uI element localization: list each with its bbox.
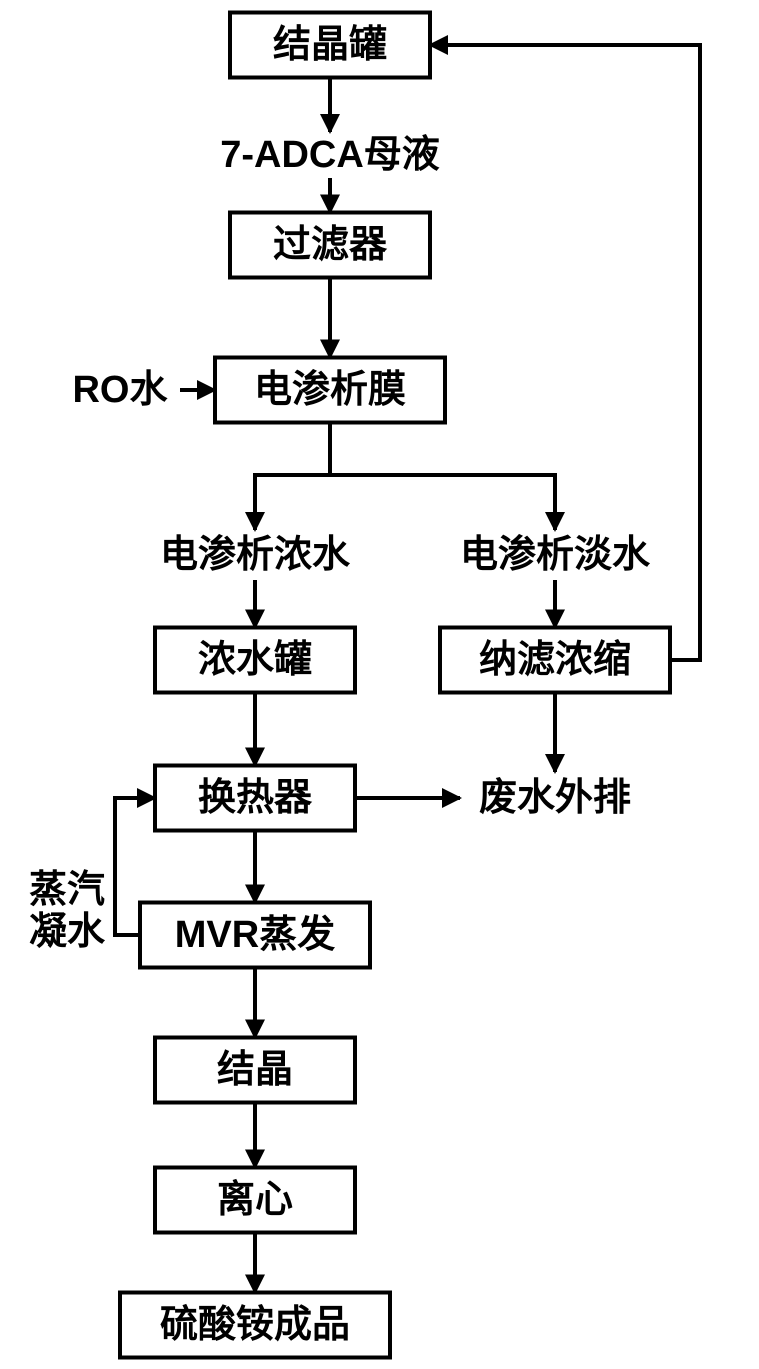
label-t_steam2: 凝水 [29, 911, 106, 953]
label-n_cryst: 结晶 [217, 1049, 293, 1091]
label-n_mvr: MVR蒸发 [175, 914, 335, 956]
edge-split-t_ed_dil [330, 475, 555, 530]
flowchart-canvas: 结晶罐 7-ADCA母液过滤器 RO水 电渗析膜电渗析浓水 电渗析淡水浓水罐 纳滤浓缩换热… [0, 0, 759, 1369]
label-n_conc_tank: 浓水罐 [198, 639, 312, 681]
label-n_nf: 纳滤浓缩 [479, 639, 631, 681]
label-n_cent: 离心 [217, 1179, 293, 1221]
label-n_filter: 过滤器 [273, 224, 388, 266]
label-t_ro: RO水 [72, 369, 168, 411]
label-n_product: 硫酸铵成品 [160, 1304, 350, 1346]
label-t_steam1: 蒸汽 [29, 869, 105, 911]
label-t_ww: 废水外排 [479, 777, 631, 819]
label-n_hx: 换热器 [198, 777, 313, 819]
label-t_ed_conc: 电渗析浓水 [160, 534, 351, 576]
label-t_mother: 7-ADCA母液 [220, 134, 440, 176]
edge-split-t_ed_conc [255, 475, 330, 530]
label-n_ed: 电渗析膜 [254, 369, 406, 411]
label-t_ed_dil: 电渗析淡水 [460, 534, 651, 576]
label-n_crystal_tank: 结晶罐 [273, 24, 387, 66]
